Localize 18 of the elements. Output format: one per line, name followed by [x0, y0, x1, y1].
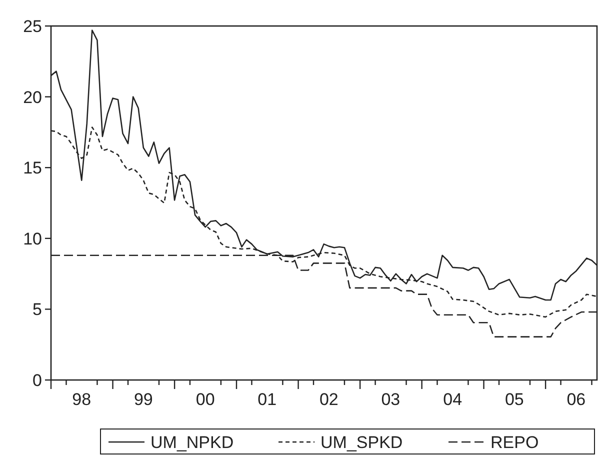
- x-tick-label: 05: [504, 390, 524, 409]
- x-tick-label: 99: [134, 390, 153, 409]
- x-tick-label: 02: [319, 390, 338, 409]
- x-tick-label: 03: [381, 390, 400, 409]
- y-tick-label: 15: [23, 158, 42, 178]
- y-tick-label: 0: [32, 370, 42, 390]
- legend-label: UM_SPKD: [320, 432, 403, 452]
- x-tick-label: 01: [258, 390, 277, 409]
- x-tick-label: 98: [72, 390, 92, 409]
- x-tick-label: 06: [566, 390, 586, 409]
- legend-label: REPO: [490, 432, 539, 452]
- x-tick-label: 00: [196, 390, 215, 409]
- y-tick-label: 20: [23, 88, 42, 107]
- y-tick-label: 25: [23, 16, 42, 36]
- x-tick-label: 04: [443, 390, 462, 409]
- y-tick-label: 10: [23, 229, 42, 248]
- legend-label: UM_NPKD: [150, 432, 234, 452]
- y-tick-label: 5: [32, 300, 42, 320]
